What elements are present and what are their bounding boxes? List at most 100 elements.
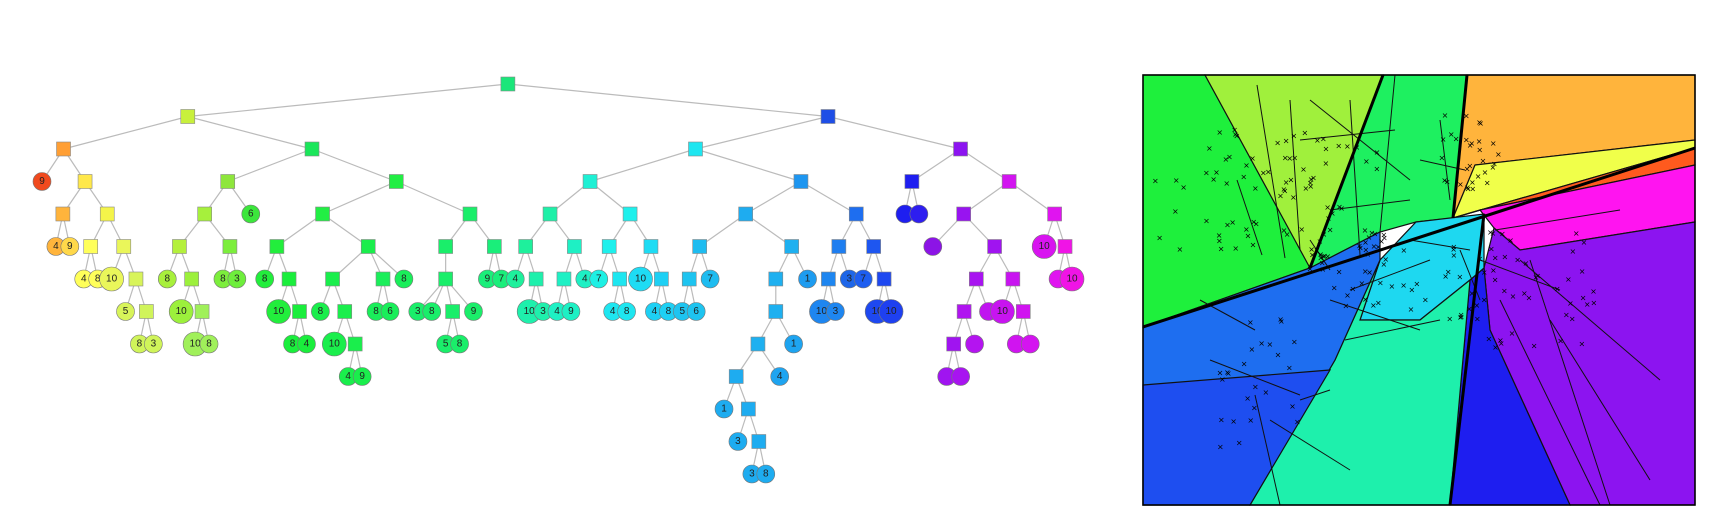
leaf-label: 8: [457, 339, 463, 350]
sample-point: ×: [1247, 318, 1254, 327]
tree-edge: [745, 180, 802, 215]
main-boundary: [1451, 74, 1469, 219]
sample-point: ×: [1492, 253, 1499, 262]
sample-point: ×: [1526, 294, 1533, 303]
sample-point: ×: [1249, 154, 1256, 163]
tree-edge: [960, 148, 1010, 182]
sample-point: ×: [1359, 279, 1366, 288]
sample-point: ×: [1350, 285, 1357, 294]
split-node: [438, 239, 453, 254]
split-line: [1289, 99, 1301, 251]
leaf-label: 3: [415, 306, 421, 317]
split-node: [139, 304, 154, 319]
leaf-label: 10: [524, 306, 536, 317]
sample-point: ×: [1241, 360, 1248, 369]
leaf-node: [266, 299, 291, 324]
leaf-node: [505, 269, 525, 289]
sample-point: ×: [1492, 276, 1499, 285]
split-node: [793, 174, 809, 189]
sample-point: ×: [1584, 300, 1591, 309]
leaf-node: [321, 331, 347, 357]
sample-point: ×: [1310, 174, 1317, 183]
sample-point: ×: [1344, 291, 1351, 300]
split-line: [1209, 359, 1301, 396]
leaf-label: 4: [304, 339, 310, 350]
sample-point: ×: [1442, 111, 1449, 120]
sample-point: ×: [1325, 214, 1332, 223]
leaf-label: 8: [220, 274, 226, 285]
split-node: [55, 206, 71, 222]
sample-point: ×: [1156, 233, 1163, 242]
sample-point: ×: [1232, 244, 1239, 253]
leaf-node: [352, 367, 372, 386]
leaf-label: 10: [273, 306, 285, 317]
sample-point: ×: [1309, 250, 1316, 259]
leaf-node: [60, 237, 80, 256]
leaf-label: 4: [610, 306, 616, 317]
sample-point: ×: [1453, 134, 1460, 143]
leaf-label: 4: [582, 274, 588, 285]
sample-point: ×: [1448, 130, 1455, 139]
split-node: [750, 336, 766, 352]
sample-point: ×: [1303, 184, 1310, 193]
leaf-label: 7: [596, 274, 602, 285]
sample-point: ×: [1422, 295, 1429, 304]
sample-point: ×: [1323, 159, 1330, 168]
split-node: [462, 206, 478, 222]
leaf-node: [798, 269, 817, 289]
split-node: [768, 271, 784, 287]
sample-point: ×: [1243, 225, 1250, 234]
sample-point: ×: [1281, 226, 1288, 235]
leaf-label: 6: [387, 306, 393, 317]
sample-point: ×: [1230, 417, 1237, 426]
split-node: [304, 141, 320, 157]
sample-point: ×: [1580, 294, 1587, 303]
split-node: [1015, 304, 1031, 319]
split-line: [1349, 99, 1361, 256]
sample-point: ×: [1499, 229, 1506, 238]
split-node: [654, 271, 669, 287]
leaf-label: 6: [248, 209, 254, 220]
leaf-label: 3: [151, 339, 157, 350]
sample-point: ×: [1497, 336, 1504, 345]
sample-point: ×: [1366, 268, 1373, 277]
split-line: [1269, 419, 1351, 471]
sample-point: ×: [1490, 266, 1497, 275]
sample-point: ×: [1450, 245, 1457, 254]
sample-point: ×: [1308, 175, 1315, 184]
sample-point: ×: [1381, 231, 1388, 240]
leaf-label: 5: [443, 339, 449, 350]
split-node: [180, 109, 196, 124]
sample-point: ×: [1481, 268, 1488, 277]
split-line: [1254, 394, 1281, 506]
sample-point: ×: [1501, 252, 1508, 261]
leaf-node: [227, 269, 247, 289]
split-node: [953, 141, 968, 157]
sample-point: ×: [1217, 369, 1224, 378]
split-node: [751, 434, 767, 449]
sample-point: ×: [1225, 369, 1232, 378]
leaf-node: [1031, 234, 1057, 259]
sample-point: ×: [1323, 145, 1330, 154]
split-node: [820, 109, 836, 124]
sample-point: ×: [1468, 139, 1475, 148]
split-node: [821, 271, 836, 287]
sample-point: ×: [1491, 160, 1498, 169]
sample-point: ×: [1250, 218, 1257, 227]
split-line: [1439, 119, 1451, 201]
sample-point: ×: [1488, 245, 1495, 254]
split-line: [1494, 209, 1621, 231]
sample-point: ×: [1457, 313, 1464, 322]
leaf-node: [116, 302, 135, 321]
sample-point: ×: [1223, 179, 1230, 188]
sample-point: ×: [1482, 168, 1489, 177]
split-node: [784, 239, 799, 254]
leaf-node: [686, 302, 706, 321]
sample-point: ×: [1291, 338, 1298, 347]
split-node: [375, 271, 391, 287]
leaf-label: 4: [652, 306, 658, 317]
leaf-node: [157, 269, 177, 289]
split-line: [1499, 299, 1601, 506]
split-node: [56, 141, 71, 157]
split-node: [347, 336, 363, 352]
